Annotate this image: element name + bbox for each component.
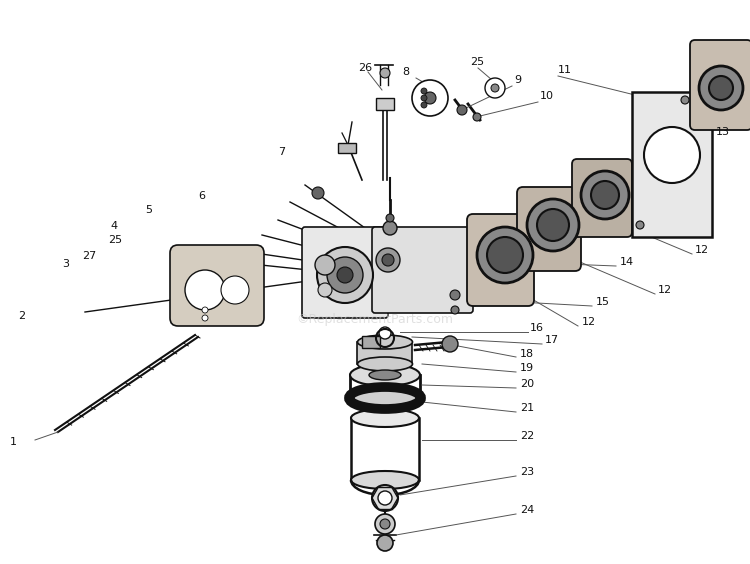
Circle shape (473, 113, 481, 121)
Circle shape (491, 84, 499, 92)
Circle shape (372, 485, 398, 511)
Text: 5: 5 (145, 205, 152, 215)
Circle shape (421, 88, 427, 94)
Circle shape (644, 127, 700, 183)
Text: 12: 12 (658, 285, 672, 295)
Circle shape (337, 267, 353, 283)
Circle shape (450, 290, 460, 300)
Text: 19: 19 (520, 363, 534, 373)
Text: 1: 1 (10, 437, 17, 447)
Text: 15: 15 (596, 297, 610, 307)
Circle shape (421, 95, 427, 101)
FancyBboxPatch shape (467, 214, 534, 306)
Text: 22: 22 (520, 431, 534, 441)
FancyBboxPatch shape (302, 227, 388, 318)
Circle shape (312, 187, 324, 199)
Circle shape (383, 221, 397, 235)
Circle shape (709, 76, 733, 100)
Circle shape (424, 92, 436, 104)
Text: 10: 10 (540, 91, 554, 101)
Circle shape (451, 306, 459, 314)
Circle shape (318, 283, 332, 297)
Circle shape (317, 247, 373, 303)
FancyBboxPatch shape (690, 40, 750, 130)
Text: 16: 16 (530, 323, 544, 333)
Text: 17: 17 (545, 335, 559, 345)
Text: 6: 6 (198, 191, 205, 201)
Bar (357, 342, 412, 364)
Text: 8: 8 (402, 67, 410, 77)
Circle shape (485, 78, 505, 98)
Text: 11: 11 (558, 65, 572, 75)
Circle shape (537, 209, 569, 241)
Text: 26: 26 (358, 63, 372, 73)
Bar (632, 92, 712, 237)
Circle shape (380, 68, 390, 78)
Ellipse shape (358, 357, 413, 371)
Circle shape (382, 254, 394, 266)
Circle shape (379, 327, 391, 339)
Circle shape (457, 105, 467, 115)
Text: 20: 20 (520, 379, 534, 389)
Text: 7: 7 (278, 147, 285, 157)
Circle shape (421, 102, 427, 108)
Bar (338, 143, 356, 153)
Circle shape (202, 315, 208, 321)
Text: 2: 2 (18, 311, 26, 321)
Circle shape (386, 214, 394, 222)
Ellipse shape (350, 364, 420, 386)
Circle shape (378, 491, 392, 505)
Ellipse shape (358, 335, 413, 349)
Circle shape (315, 255, 335, 275)
Circle shape (699, 66, 743, 110)
Text: 27: 27 (82, 251, 96, 261)
Circle shape (221, 276, 249, 304)
Text: 12: 12 (695, 245, 709, 255)
Circle shape (185, 270, 225, 310)
Text: 25: 25 (108, 235, 122, 245)
Text: 23: 23 (520, 467, 534, 477)
Text: 24: 24 (520, 505, 534, 515)
Ellipse shape (351, 409, 419, 427)
Circle shape (380, 519, 390, 529)
Circle shape (375, 514, 395, 534)
FancyBboxPatch shape (517, 187, 581, 271)
FancyBboxPatch shape (170, 245, 264, 326)
Text: 25: 25 (470, 57, 484, 67)
Text: 18: 18 (520, 349, 534, 359)
Text: 9: 9 (514, 75, 521, 85)
Text: 3: 3 (62, 259, 69, 269)
Text: ©ReplacementParts.com: ©ReplacementParts.com (296, 314, 454, 327)
Circle shape (442, 336, 458, 352)
Circle shape (376, 248, 400, 272)
Bar (362, 336, 380, 348)
Bar (376, 98, 394, 110)
FancyBboxPatch shape (372, 227, 473, 313)
Text: 21: 21 (520, 403, 534, 413)
Ellipse shape (369, 370, 401, 380)
Circle shape (487, 237, 523, 273)
Circle shape (202, 307, 208, 313)
Circle shape (681, 96, 689, 104)
Circle shape (377, 535, 393, 551)
Circle shape (581, 171, 629, 219)
Circle shape (477, 227, 533, 283)
Circle shape (591, 181, 619, 209)
Circle shape (327, 257, 363, 293)
Text: 14: 14 (620, 257, 634, 267)
Text: 4: 4 (110, 221, 117, 231)
Circle shape (527, 199, 579, 251)
Ellipse shape (351, 471, 419, 489)
Circle shape (636, 221, 644, 229)
FancyBboxPatch shape (572, 159, 632, 237)
Text: 13: 13 (716, 127, 730, 137)
Circle shape (412, 80, 448, 116)
Ellipse shape (350, 389, 420, 411)
Text: 12: 12 (582, 317, 596, 327)
